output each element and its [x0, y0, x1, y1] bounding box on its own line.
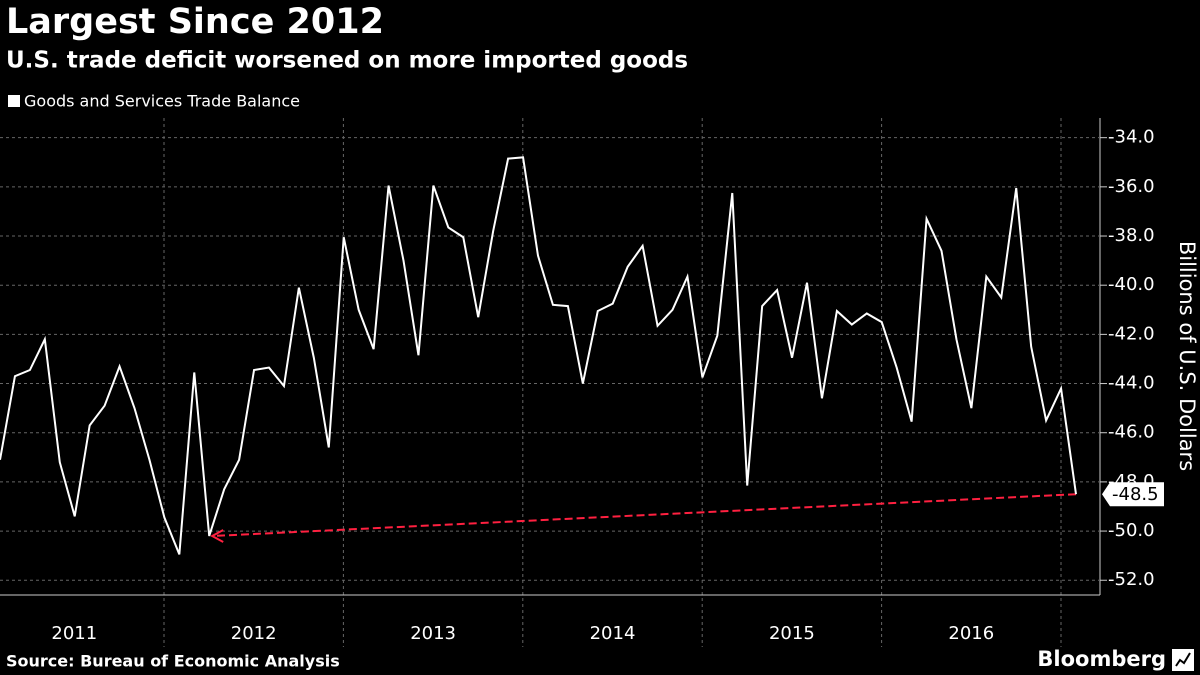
y-tick-label: -46.0 — [1108, 422, 1155, 443]
y-tick-label: -52.0 — [1108, 569, 1155, 590]
y-tick-label: -44.0 — [1108, 373, 1155, 394]
source: Source: Bureau of Economic Analysis — [6, 652, 340, 671]
chart-title: Largest Since 2012 — [6, 2, 384, 42]
brand-icon-mark — [1175, 652, 1191, 667]
value-label: -48.5 — [1112, 484, 1159, 505]
y-tick-label: -42.0 — [1108, 323, 1155, 344]
annotation-arrowhead — [210, 529, 224, 543]
y-axis-label: Billions of U.S. Dollars — [1175, 241, 1199, 471]
x-tick-label: 2016 — [948, 623, 994, 644]
legend-swatch — [8, 95, 20, 107]
y-tick-label: -50.0 — [1108, 520, 1155, 541]
x-tick-label: 2014 — [590, 623, 636, 644]
x-tick-label: 2013 — [410, 623, 456, 644]
x-tick-label: 2015 — [769, 623, 815, 644]
x-tick-label: 2011 — [51, 623, 97, 644]
legend-label: Goods and Services Trade Balance — [24, 92, 300, 111]
y-tick-label: -34.0 — [1108, 127, 1155, 148]
chart-subtitle: U.S. trade deficit worsened on more impo… — [6, 48, 688, 74]
y-tick-label: -38.0 — [1108, 225, 1155, 246]
value-label-box — [1102, 482, 1164, 507]
brand: Bloomberg — [1037, 647, 1166, 671]
y-tick-label: -40.0 — [1108, 274, 1155, 295]
brand-icon — [1172, 649, 1194, 671]
x-tick-label: 2012 — [231, 623, 277, 644]
y-tick-label: -36.0 — [1108, 176, 1155, 197]
data-line — [0, 156, 1077, 555]
